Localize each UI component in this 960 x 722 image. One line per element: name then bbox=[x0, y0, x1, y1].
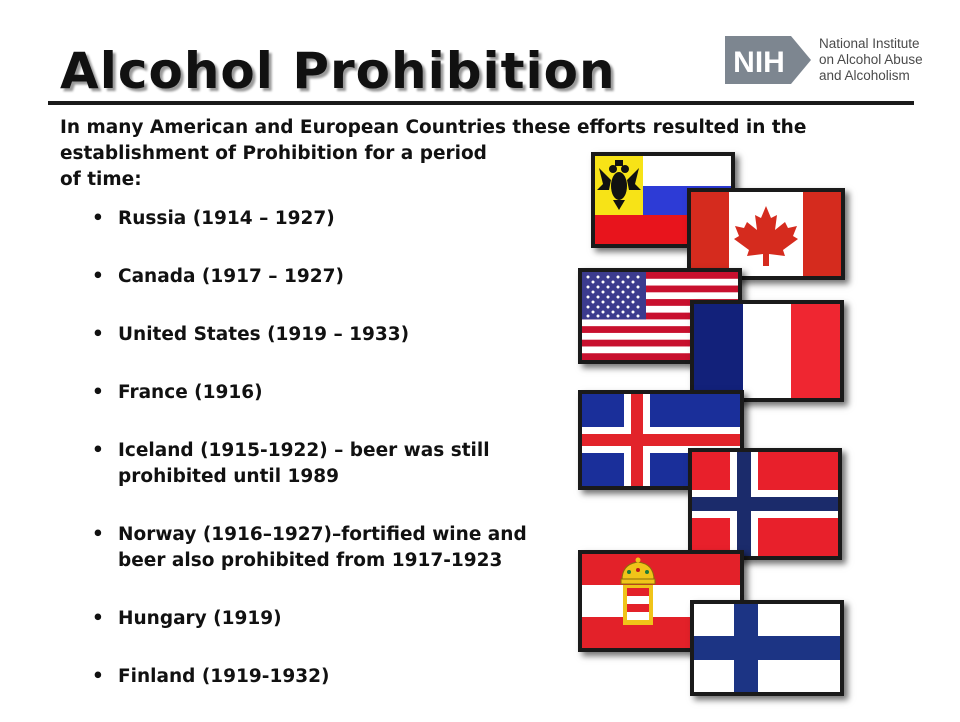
canada-flag bbox=[687, 188, 845, 280]
nih-logo-text: National Institute on Alcohol Abuse and … bbox=[819, 36, 923, 84]
item-text: United States (1919 – 1933) bbox=[118, 324, 410, 345]
list-item: United States (1919 – 1933) bbox=[92, 322, 592, 348]
intro-text: In many American and European Countries … bbox=[60, 117, 807, 190]
list-item: Iceland (1915-1922) – beer was still proh… bbox=[92, 438, 592, 490]
nih-logo-mark: NIH bbox=[725, 34, 811, 86]
page-title: Alcohol Prohibition bbox=[60, 42, 616, 100]
list-item: Finland (1919-1932) bbox=[92, 664, 592, 690]
list-item: France (1916) bbox=[92, 380, 592, 406]
item-text-cont: beer also prohibited from 1917-1923 bbox=[118, 550, 503, 571]
logo-line-3: and Alcoholism bbox=[819, 68, 910, 83]
norway-flag bbox=[688, 448, 842, 560]
item-text: Hungary (1919) bbox=[118, 608, 282, 629]
item-text: Finland (1919-1932) bbox=[118, 666, 330, 687]
item-text: Canada (1917 – 1927) bbox=[118, 266, 344, 287]
crown-icon bbox=[620, 557, 656, 585]
usa-flag bbox=[578, 268, 742, 364]
item-text: Norway (1916–1927)–fortified wine and bbox=[118, 524, 527, 545]
maple-leaf-icon bbox=[734, 206, 798, 266]
list-item: Russia (1914 – 1927) bbox=[92, 206, 592, 232]
title-divider bbox=[48, 101, 914, 105]
iceland-flag bbox=[578, 390, 744, 490]
item-text: Russia (1914 – 1927) bbox=[118, 208, 335, 229]
list-item: Hungary (1919) bbox=[92, 606, 592, 632]
finland-flag bbox=[690, 600, 844, 696]
item-text: France (1916) bbox=[118, 382, 263, 403]
nih-mark-text: NIH bbox=[733, 46, 785, 79]
item-text-cont: prohibited until 1989 bbox=[118, 466, 340, 487]
stars-icon bbox=[586, 275, 640, 318]
coat-of-arms-icon bbox=[623, 585, 653, 625]
france-flag bbox=[690, 300, 844, 402]
list-item: Norway (1916–1927)–fortified wine and bee… bbox=[92, 522, 592, 574]
list-item: Canada (1917 – 1927) bbox=[92, 264, 592, 290]
item-text: Iceland (1915-1922) – beer was still bbox=[118, 440, 490, 461]
nih-logo: NIH National Institute on Alcohol Abuse … bbox=[725, 34, 923, 86]
logo-line-1: National Institute bbox=[819, 36, 920, 51]
prohibition-list: Russia (1914 – 1927) Canada (1917 – 1927… bbox=[92, 206, 592, 722]
double-eagle-icon bbox=[597, 160, 641, 210]
logo-line-2: on Alcohol Abuse bbox=[819, 52, 923, 67]
